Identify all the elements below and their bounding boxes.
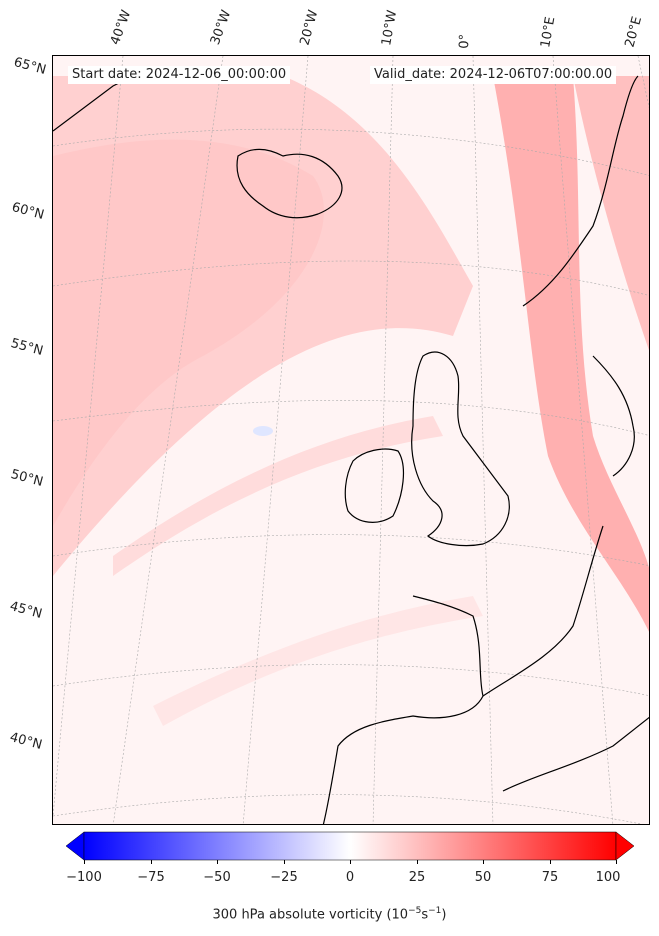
lon-label-10w: 10°W (379, 9, 401, 48)
lon-label-20w: 20°W (297, 8, 322, 47)
coast-greenland (53, 75, 134, 132)
coastlines (53, 75, 649, 824)
start-date-label: Start date: 2024-12-06_00:00:00 (68, 66, 291, 84)
graticule (53, 56, 649, 824)
colorbar-label-mid: s (421, 907, 429, 923)
cb-tick-label: 25 (408, 870, 426, 885)
cb-tick-label: −75 (137, 870, 165, 885)
cb-tick-label: −25 (270, 870, 298, 885)
vorticity-core-northwest (53, 139, 324, 526)
cb-tickmark (417, 860, 418, 864)
cb-tickmark (550, 860, 551, 864)
cb-tick-label: 100 (595, 870, 621, 885)
coast-france-iberia (322, 595, 484, 824)
colorbar-label: 300 hPa absolute vorticity (10−5s−1) (0, 906, 659, 922)
cb-tick-label: −50 (203, 870, 231, 885)
vorticity-streak-mid (113, 416, 443, 576)
cb-tickmark (151, 860, 152, 864)
lat-label-65n: 65°N (12, 55, 48, 78)
vorticity-jet-band-northeast (573, 76, 649, 351)
cb-tickmark (616, 860, 617, 864)
cb-tickmark (483, 860, 484, 864)
vorticity-jet-band-east (493, 76, 649, 632)
vorticity-map (53, 56, 649, 824)
coast-denmark (592, 355, 635, 477)
cb-tickmark (284, 860, 285, 864)
valid-date-label: Valid_date: 2024-12-06T07:00:00.00 (370, 66, 617, 84)
colorbar-svg (65, 831, 635, 861)
lon-label-40w: 40°W (107, 8, 135, 47)
cb-tickmark (84, 860, 85, 864)
coast-mediterranean (502, 716, 649, 792)
coast-biscay-channel (482, 525, 604, 697)
coast-ireland (344, 448, 404, 523)
cb-tick-label: −100 (66, 870, 102, 885)
coast-norway (522, 75, 639, 307)
colorbar (65, 831, 635, 861)
lon-label-0: 0° (457, 33, 473, 49)
colorbar-label-end: ) (441, 907, 447, 923)
lon-label-30w: 30°W (207, 8, 235, 47)
cb-tickmark (350, 860, 351, 864)
lat-label-55n: 55°N (9, 336, 45, 359)
colorbar-label-exp2: −1 (428, 906, 442, 916)
negative-vorticity-spot (253, 426, 273, 436)
colorbar-label-text: 300 hPa absolute vorticity (10 (212, 907, 409, 923)
coast-iceland (236, 148, 343, 219)
colorbar-label-exp: −5 (408, 906, 422, 916)
colorbar-max-extend (615, 831, 635, 861)
coast-great-britain (411, 351, 510, 547)
cb-tick-label: 50 (474, 870, 492, 885)
colorbar-gradient (83, 831, 617, 861)
lon-label-20e: 20°E (622, 14, 646, 50)
lat-label-45n: 45°N (8, 599, 44, 622)
lon-label-10e: 10°E (538, 15, 559, 49)
colorbar-min-extend (65, 831, 85, 861)
vorticity-streak-south (153, 596, 483, 726)
lat-label-50n: 50°N (9, 467, 45, 490)
cb-tickmark (217, 860, 218, 864)
lat-label-40n: 40°N (8, 730, 44, 753)
lat-label-60n: 60°N (10, 200, 46, 223)
map-plot-area (52, 55, 650, 825)
cb-tick-label: 0 (345, 870, 355, 885)
cb-tick-label: 75 (541, 870, 559, 885)
